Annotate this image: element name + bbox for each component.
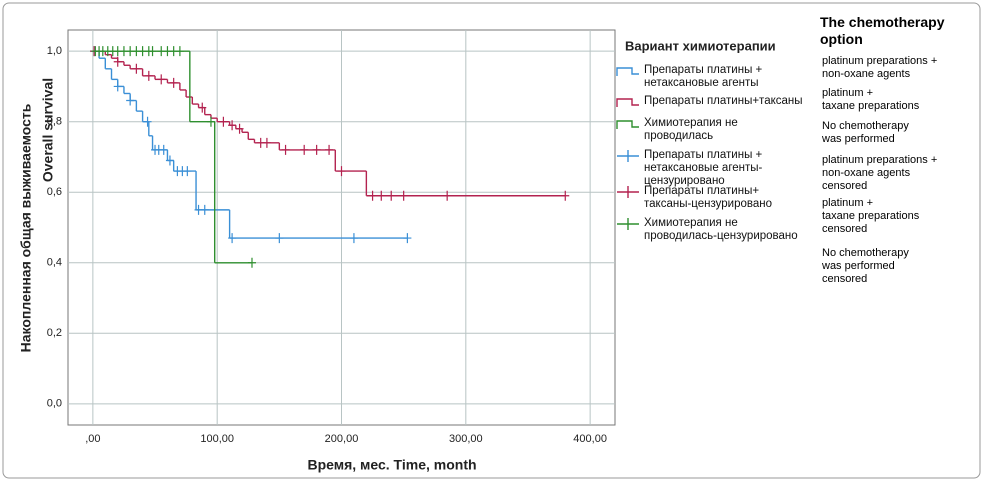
censor-mark (113, 56, 122, 67)
censor-mark (403, 233, 412, 244)
legend-label: Химиотерапия не проводилась (644, 117, 738, 142)
translation-entry: platinum + taxane preparations censored (822, 197, 920, 235)
censor-mark (443, 190, 452, 201)
translation-title: The chemotherapy option (820, 14, 945, 47)
censor-mark (200, 204, 209, 215)
legend-symbol (616, 98, 639, 107)
censor-mark (157, 74, 166, 85)
censor-mark (561, 190, 570, 201)
censor-mark (143, 116, 152, 127)
x-tick-label: 200,00 (325, 433, 359, 445)
y-axis-title: Накопленная общая выживаемость (18, 103, 34, 352)
legend-title: Вариант химиотерапии (625, 38, 776, 53)
censor-mark (175, 46, 184, 57)
y-tick-label: 0,2 (47, 327, 62, 339)
censor-mark (275, 233, 284, 244)
y-tick-label: 0,8 (47, 116, 62, 128)
censor-mark (228, 120, 237, 131)
x-tick-label: 300,00 (449, 433, 483, 445)
censor-mark (247, 257, 256, 268)
censor-mark (159, 144, 168, 155)
y-tick-label: 0,0 (47, 398, 62, 410)
x-tick-label: 400,00 (573, 433, 607, 445)
censor-mark (300, 144, 309, 155)
legend-symbol (616, 120, 639, 129)
censor-mark (368, 190, 377, 201)
translation-entry: platinum + taxane preparations (822, 87, 920, 112)
censor-mark (113, 81, 122, 92)
y-tick-label: 1,0 (47, 45, 62, 57)
censor-mark (183, 166, 192, 177)
x-tick-label: ,00 (85, 433, 100, 445)
legend-label: Препараты платины + нетаксановые агенты (644, 64, 763, 89)
censor-mark (169, 77, 178, 88)
translation-entry: No chemotherapy was performed censored (822, 247, 909, 285)
censor-mark (325, 144, 334, 155)
censor-mark (337, 166, 346, 177)
censor-mark (198, 102, 207, 113)
censor-mark (144, 70, 153, 81)
legend-label: Препараты платины + нетаксановые агенты-… (644, 149, 763, 187)
censor-mark (262, 137, 271, 148)
y-axis-title-en: Overall survival (40, 78, 56, 182)
censor-mark (387, 190, 396, 201)
censor-mark (281, 144, 290, 155)
translation-entry: No chemotherapy was performed (822, 120, 909, 145)
censor-mark (235, 123, 244, 134)
censor-mark (228, 233, 237, 244)
translation-entry: platinum preparations + non-oxane agents… (822, 154, 938, 192)
censor-mark (399, 190, 408, 201)
translation-entry: platinum preparations + non-oxane agents (822, 55, 938, 80)
censor-mark (165, 155, 174, 166)
x-tick-label: 100,00 (200, 433, 234, 445)
censor-mark (126, 95, 135, 106)
legend-symbol (617, 218, 639, 230)
censor-mark (312, 144, 321, 155)
censor-mark (219, 116, 228, 127)
legend-symbol (617, 186, 639, 198)
censor-mark (377, 190, 386, 201)
censor-mark (132, 63, 141, 74)
y-tick-label: 0,4 (47, 257, 62, 269)
y-tick-label: 0,6 (47, 186, 62, 198)
censor-mark (206, 116, 215, 127)
censor-mark (349, 233, 358, 244)
censor-mark (148, 46, 157, 57)
legend-label: Препараты платины+ таксаны-цензурировано (644, 185, 772, 210)
legend-label: Химиотерапия не проводилась-цензурирован… (644, 217, 798, 242)
legend-symbol (616, 67, 639, 76)
legend-symbol (617, 150, 639, 162)
x-axis-title: Время, мес. Time, month (307, 457, 476, 473)
legend-label: Препараты платины+таксаны (644, 95, 803, 107)
